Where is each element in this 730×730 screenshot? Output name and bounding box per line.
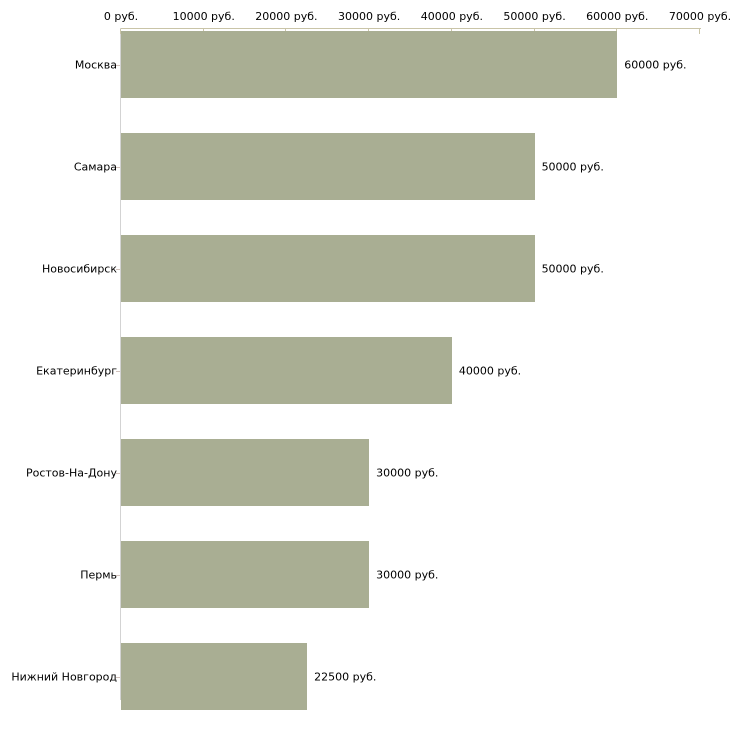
x-axis-tick-label: 10000 руб. [172, 10, 235, 23]
x-axis-line [120, 28, 701, 29]
category-tick [116, 371, 120, 372]
x-axis-tick [699, 29, 700, 34]
category-tick [116, 167, 120, 168]
value-label: 30000 руб. [376, 568, 439, 581]
category-label: Пермь [80, 568, 117, 581]
category-tick [116, 575, 120, 576]
value-label: 40000 руб. [458, 364, 522, 377]
x-axis-tick-label: 70000 руб. [668, 10, 730, 23]
category-label: Новосибирск [41, 262, 117, 275]
bar [121, 541, 370, 608]
category-label: Самара [73, 160, 117, 173]
category-tick [116, 65, 120, 66]
x-axis-tick-label: 60000 руб. [586, 10, 649, 23]
category-label: Нижний Новгород [11, 670, 117, 683]
bar [121, 337, 452, 404]
bar [121, 643, 308, 710]
category-tick [116, 677, 120, 678]
x-axis-tick [120, 29, 121, 34]
x-axis-tick-label: 50000 руб. [503, 10, 566, 23]
bar [121, 439, 370, 506]
value-label: 50000 руб. [541, 262, 604, 275]
value-label: 30000 руб. [376, 466, 439, 479]
category-tick [116, 269, 120, 270]
category-label: Москва [74, 58, 117, 71]
x-axis-tick-label: 0 руб. [103, 10, 139, 23]
bar [121, 235, 535, 302]
category-tick [116, 473, 120, 474]
value-label: 50000 руб. [541, 160, 604, 173]
y-axis-line [120, 28, 121, 700]
x-axis-tick-label: 40000 руб. [420, 10, 483, 23]
bar [121, 31, 618, 98]
category-label: Екатеринбург [36, 364, 117, 377]
value-label: 22500 руб. [314, 670, 377, 683]
x-axis-tick-label: 30000 руб. [338, 10, 401, 23]
x-axis-tick-label: 20000 руб. [255, 10, 318, 23]
category-label: Ростов-На-Дону [25, 466, 117, 479]
value-label: 60000 руб. [624, 58, 687, 71]
bar [121, 133, 535, 200]
